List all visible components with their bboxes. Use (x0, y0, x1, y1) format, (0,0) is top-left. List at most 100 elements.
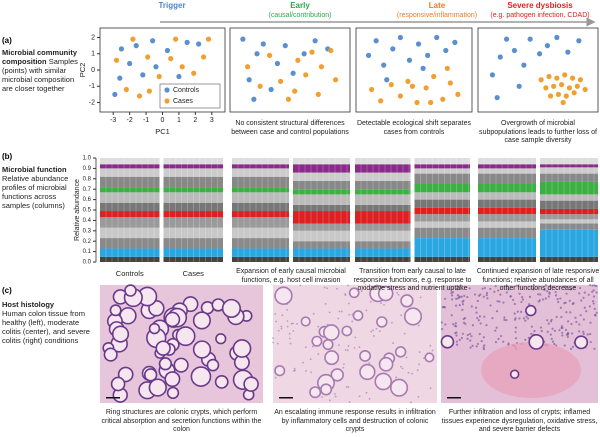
cell-infiltrate (347, 284, 350, 287)
cell-infiltrate (543, 288, 546, 291)
cell-infiltrate (405, 356, 408, 359)
cell-infiltrate (343, 363, 345, 366)
cell-infiltrate (418, 351, 421, 353)
data-point (447, 80, 453, 86)
cell-infiltrate (469, 346, 472, 349)
crypt (440, 335, 455, 349)
y-tick-label: 2 (91, 34, 95, 41)
cell-infiltrate (429, 387, 432, 390)
cell-infiltrate (475, 311, 478, 314)
crypt (103, 347, 118, 362)
abundance-segment (478, 164, 536, 169)
data-point (384, 77, 390, 83)
cell-infiltrate (480, 339, 483, 343)
data-point (112, 91, 118, 97)
cell-infiltrate (289, 342, 292, 345)
cell-infiltrate (280, 327, 283, 330)
data-point (431, 73, 437, 80)
cell-infiltrate (390, 321, 393, 324)
cell-infiltrate (368, 362, 371, 364)
cell-infiltrate (453, 324, 457, 327)
cell-infiltrate (305, 370, 307, 372)
cell-infiltrate (593, 307, 596, 310)
data-point (569, 75, 576, 81)
cell-infiltrate (302, 361, 305, 364)
cell-infiltrate (565, 311, 568, 314)
cell-infiltrate (588, 305, 591, 308)
cell-infiltrate (556, 298, 559, 301)
cell-infiltrate (521, 296, 524, 299)
cell-infiltrate (321, 396, 323, 398)
row-label: (b) (2, 152, 13, 161)
cell-infiltrate (549, 333, 552, 336)
crypt (323, 324, 340, 341)
cell-infiltrate (482, 295, 485, 298)
cell-infiltrate (365, 309, 368, 312)
abundance-segment (163, 227, 223, 239)
data-point (574, 83, 580, 89)
abundance-segment (355, 180, 411, 190)
cell-infiltrate (450, 294, 454, 297)
y-axis-label: Relative abundance (74, 179, 81, 241)
cell-infiltrate (334, 395, 337, 398)
crypt (400, 294, 414, 308)
data-point (538, 77, 544, 83)
cell-infiltrate (379, 330, 381, 333)
abundance-segment (478, 221, 536, 228)
cell-infiltrate (423, 357, 425, 359)
row-text: Relative abundance profiles of microbial… (2, 174, 69, 210)
abundance-segment (478, 207, 536, 215)
cell-infiltrate (566, 333, 569, 336)
crypt (378, 356, 394, 372)
abundance-segment (163, 168, 223, 177)
cell-infiltrate (417, 395, 420, 398)
cell-infiltrate (507, 288, 510, 291)
cell-infiltrate (411, 372, 414, 375)
data-point (153, 64, 159, 70)
abundance-segment (478, 238, 536, 257)
cell-infiltrate (546, 330, 549, 333)
cell-infiltrate (557, 300, 560, 304)
cell-infiltrate (553, 329, 556, 332)
cell-infiltrate (559, 297, 562, 300)
cell-infiltrate (456, 284, 459, 288)
y-tick-label: 0.9 (83, 166, 92, 172)
crypt (311, 335, 323, 347)
cell-infiltrate (338, 344, 340, 347)
data-point (332, 77, 339, 83)
abundance-segment (414, 173, 470, 184)
abundance-segment (355, 164, 411, 173)
data-point (563, 93, 569, 99)
crypt (164, 371, 181, 388)
data-point (277, 78, 284, 84)
cell-infiltrate (479, 293, 482, 296)
data-point (547, 93, 554, 99)
abundance-segment (232, 202, 289, 212)
stage-title: Early (290, 1, 310, 10)
crypt (377, 285, 394, 302)
abundance-segment (232, 192, 289, 203)
data-point (571, 90, 577, 96)
cell-infiltrate (499, 334, 503, 338)
stage-subtitle: (e.g. pathogen infection, CDAD) (490, 12, 589, 19)
cell-infiltrate (561, 334, 564, 337)
cell-infiltrate (346, 349, 349, 352)
cell-infiltrate (591, 300, 595, 303)
row-text: Samples (points) with similar microbial … (2, 57, 78, 93)
data-point (503, 36, 510, 42)
abundance-segment (293, 241, 350, 249)
cell-infiltrate (455, 343, 459, 346)
cell-infiltrate (586, 333, 589, 336)
crypt (330, 368, 345, 382)
cell-infiltrate (392, 342, 395, 344)
data-point (452, 39, 458, 45)
cell-infiltrate (578, 330, 581, 333)
data-point (173, 36, 179, 42)
cell-infiltrate (351, 320, 354, 323)
cell-infiltrate (505, 284, 508, 287)
data-point (527, 36, 533, 42)
cell-infiltrate (290, 322, 293, 325)
x-tick-label: 2 (193, 117, 197, 124)
cell-infiltrate (537, 293, 540, 296)
abundance-segment (540, 167, 598, 174)
